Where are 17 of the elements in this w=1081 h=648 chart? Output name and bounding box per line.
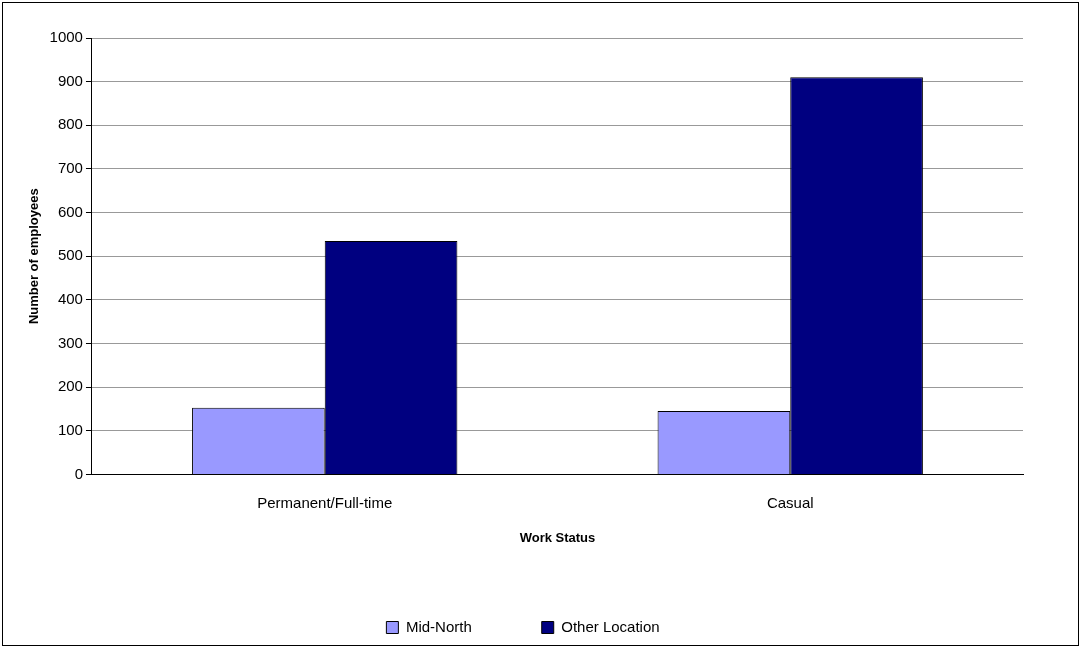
y-tick-label: 400 [57, 289, 83, 307]
y-tick-label: 1000 [49, 28, 83, 46]
y-tick-label: 800 [57, 115, 83, 133]
y-tick-label: 700 [57, 159, 83, 177]
x-tick-label: Permanent/Full-time [257, 493, 393, 511]
y-tick-label: 500 [57, 246, 83, 264]
x-axis-title: Work Status [519, 529, 596, 545]
y-tick-label: 900 [57, 71, 83, 89]
y-tick-label: 200 [57, 377, 83, 395]
x-tick-label: Casual [766, 493, 814, 511]
y-tick-label: 0 [74, 464, 83, 482]
legend-label: Mid-North [405, 617, 472, 635]
y-tick-label: 300 [57, 333, 83, 351]
y-tick-label: 600 [57, 202, 83, 220]
y-axis-title: Number of employees [26, 188, 42, 325]
legend-label: Other Location [561, 617, 660, 635]
y-tick-label: 100 [57, 420, 83, 438]
